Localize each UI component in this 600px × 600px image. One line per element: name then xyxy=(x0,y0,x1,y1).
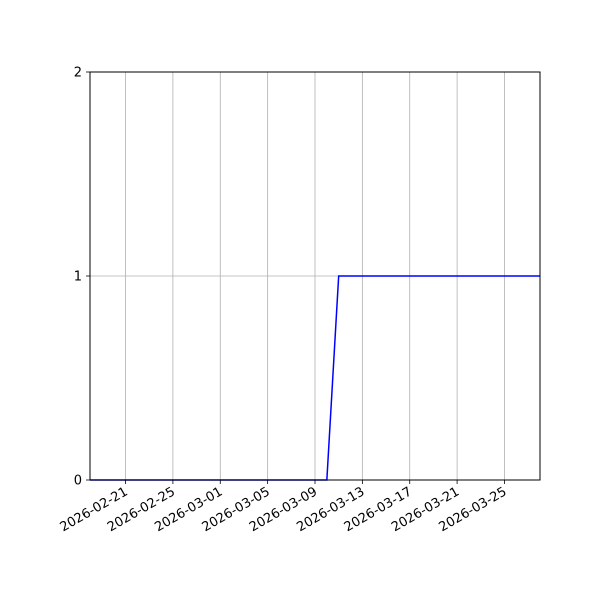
y-axis: 0 1 2 xyxy=(74,66,90,489)
y-tick-label: 2 xyxy=(74,66,82,81)
x-axis: 2026-02-212026-02-252026-03-012026-03-05… xyxy=(58,480,509,535)
y-tick-label: 0 xyxy=(74,474,82,489)
y-tick-label: 1 xyxy=(74,270,82,285)
